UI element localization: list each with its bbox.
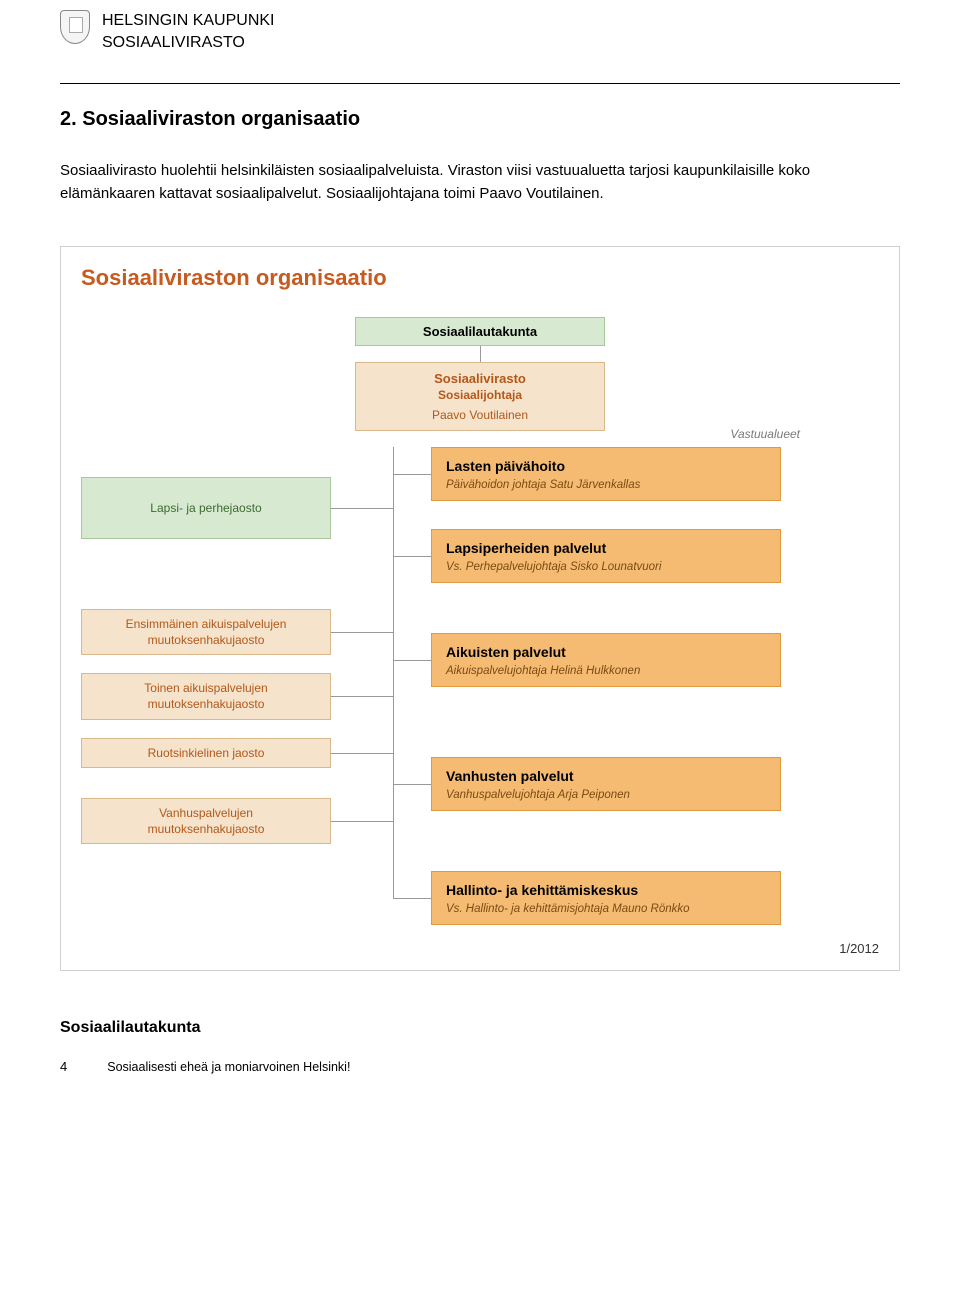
footer-tagline: Sosiaalisesti eheä ja moniarvoinen Helsi…	[107, 1060, 350, 1074]
r4-sub: Vs. Hallinto- ja kehittämisjohtaja Mauno…	[446, 903, 766, 915]
diagram-date: 1/2012	[81, 941, 879, 956]
vastuualueet-label: Vastuualueet	[730, 427, 800, 441]
org-chart-title: Sosiaaliviraston organisaatio	[81, 265, 879, 291]
divider	[60, 83, 900, 84]
r3-title: Vanhusten palvelut	[446, 768, 766, 784]
right-box-2: Aikuisten palvelut Aikuispalvelujohtaja …	[431, 633, 781, 687]
r3-sub: Vanhuspalvelujohtaja Arja Peiponen	[446, 789, 766, 801]
right-column: Lasten päivähoito Päivähoidon johtaja Sa…	[431, 447, 791, 937]
r2-title: Aikuisten palvelut	[446, 644, 766, 660]
right-box-3: Vanhusten palvelut Vanhuspalvelujohtaja …	[431, 757, 781, 811]
section-title: 2. Sosiaaliviraston organisaatio	[60, 108, 900, 131]
r0-title: Lasten päivähoito	[446, 458, 766, 474]
left-box-3: Ruotsinkielinen jaosto	[81, 738, 331, 768]
box-sv-sub: Sosiaalijohtaja	[366, 388, 594, 402]
page-header: HELSINGIN KAUPUNKI SOSIAALIVIRASTO	[60, 0, 900, 53]
r2-sub: Aikuispalvelujohtaja Helinä Hulkkonen	[446, 665, 766, 677]
r1-sub: Vs. Perhepalvelujohtaja Sisko Lounatvuor…	[446, 561, 766, 573]
org-line2: SOSIAALIVIRASTO	[102, 32, 274, 54]
r0-sub: Päivähoidon johtaja Satu Järvenkallas	[446, 479, 766, 491]
left-box-2: Toinen aikuispalvelujenmuutoksenhakujaos…	[81, 673, 331, 719]
r1-title: Lapsiperheiden palvelut	[446, 540, 766, 556]
diagram-body: Sosiaalilautakunta Sosiaalivirasto Sosia…	[81, 317, 879, 956]
right-box-4: Hallinto- ja kehittämiskeskus Vs. Hallin…	[431, 871, 781, 925]
crest-icon	[60, 10, 90, 44]
r4-title: Hallinto- ja kehittämiskeskus	[446, 882, 766, 898]
page-number: 4	[60, 1059, 67, 1074]
box-sosiaalilautakunta: Sosiaalilautakunta	[355, 317, 605, 346]
footer-label: Sosiaalilautakunta	[60, 1019, 900, 1037]
org-chart: Sosiaaliviraston organisaatio Sosiaalila…	[60, 246, 900, 971]
box-sosiaalivirasto: Sosiaalivirasto Sosiaalijohtaja Paavo Vo…	[355, 362, 605, 431]
right-box-0: Lasten päivähoito Päivähoidon johtaja Sa…	[431, 447, 781, 501]
box-sv-title: Sosiaalivirasto	[366, 371, 594, 386]
left-column: Lapsi- ja perhejaosto Ensimmäinen aikuis…	[81, 447, 361, 937]
left-box-4: Vanhuspalvelujenmuutoksenhakujaosto	[81, 798, 331, 844]
org-line1: HELSINGIN KAUPUNKI	[102, 10, 274, 32]
intro-paragraph: Sosiaalivirasto huolehtii helsinkiläiste…	[60, 159, 900, 206]
left-box-1: Ensimmäinen aikuispalvelujenmuutoksenhak…	[81, 609, 331, 655]
box-sv-name: Paavo Voutilainen	[366, 408, 594, 422]
right-box-1: Lapsiperheiden palvelut Vs. Perhepalvelu…	[431, 529, 781, 583]
left-box-0: Lapsi- ja perhejaosto	[81, 477, 331, 539]
